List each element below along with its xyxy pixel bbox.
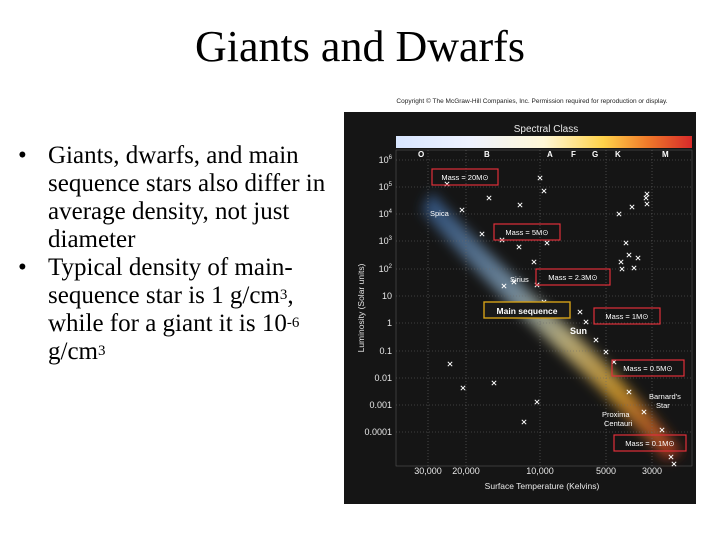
mass-box-1: [593, 307, 661, 325]
star-marker: [668, 454, 674, 460]
y-tick-label: 0.0001: [364, 427, 392, 437]
star-label-proxima-2: Centauri: [604, 419, 633, 428]
main-sequence-label: Main sequence: [497, 306, 558, 316]
spectral-label-g: G: [592, 150, 598, 159]
mass-box-label-0-1: Mass = 0.1M⊙: [625, 439, 674, 448]
star-marker: [486, 195, 492, 201]
star-marker: [626, 389, 632, 395]
mass-box-5: [493, 223, 561, 241]
star-label-proxima-1: Proxima: [602, 410, 630, 419]
hr-diagram: Spectral Class O B A F G K M Luminosity …: [344, 112, 696, 504]
spectral-class-title: Spectral Class: [514, 124, 578, 135]
mass-box-label-1: Mass = 1M⊙: [605, 312, 648, 321]
x-tick-label: 30,000: [414, 466, 442, 476]
bullet-marker: •: [18, 142, 27, 169]
bullet-text: Giants, dwarfs, and main sequence stars …: [48, 142, 326, 253]
x-tick-label: 5000: [596, 466, 616, 476]
star-marker: [511, 279, 517, 285]
star-marker: [671, 461, 677, 467]
star-marker: [619, 266, 625, 272]
mass-box-label-0-5: Mass = 0.5M⊙: [623, 364, 672, 373]
star-marker: [643, 195, 649, 201]
star-marker: [644, 191, 650, 197]
main-sequence-band: [422, 192, 682, 460]
y-tick-label: 102: [379, 264, 393, 274]
star-label-barnard-1: Barnard's: [649, 392, 681, 401]
star-marker: [635, 255, 641, 261]
star-marker: [603, 349, 609, 355]
mass-box-0-5: [611, 359, 685, 377]
x-tick-label: 20,000: [452, 466, 480, 476]
y-tick-label: 106: [379, 155, 393, 165]
star-marker: [537, 175, 543, 181]
spectral-gradient-bar: [396, 136, 692, 148]
mass-box-0-1: [613, 434, 687, 452]
star-marker: [577, 309, 583, 315]
star-marker: [626, 252, 632, 258]
star-marker: [459, 207, 465, 213]
star-marker: [616, 211, 622, 217]
star-marker: [623, 240, 629, 246]
star-marker: [534, 399, 540, 405]
bullet-item: • Giants, dwarfs, and main sequence star…: [18, 142, 338, 254]
bullet-marker: •: [18, 254, 27, 281]
star-marker: [521, 419, 527, 425]
main-sequence-box: [483, 301, 571, 319]
mass-box-label-20: Mass = 20M⊙: [441, 173, 488, 182]
star-marker: [516, 244, 522, 250]
star-marker: [644, 201, 650, 207]
star-marker: [479, 231, 485, 237]
star-marker: [641, 409, 647, 415]
y-tick-label: 105: [379, 182, 393, 192]
mass-box-label-5: Mass = 5M⊙: [505, 228, 548, 237]
spectral-label-m: M: [662, 150, 669, 159]
y-tick-label: 0.01: [374, 373, 392, 383]
bullet-text: Typical density of main-sequence star is…: [48, 254, 300, 365]
spectral-label-o: O: [418, 150, 424, 159]
plot-area: [395, 149, 693, 467]
star-marker: [659, 427, 665, 433]
star-marker: [593, 337, 599, 343]
star-marker: [583, 319, 589, 325]
star-marker: [531, 259, 537, 265]
star-label-barnard-2: Star: [656, 401, 670, 410]
y-tick-label: 1: [387, 318, 392, 328]
copyright-notice: Copyright © The McGraw-Hill Companies, I…: [396, 98, 668, 105]
star-marker: [460, 385, 466, 391]
star-label-spica: Spica: [430, 209, 450, 218]
y-tick-label: 0.1: [379, 346, 392, 356]
y-tick-label: 0.001: [369, 400, 392, 410]
spectral-label-b: B: [484, 150, 490, 159]
star-marker: [501, 283, 507, 289]
spectral-label-a: A: [547, 150, 553, 159]
y-tick-label: 104: [379, 209, 393, 219]
spectral-label-f: F: [571, 150, 576, 159]
y-tick-label: 10: [382, 291, 392, 301]
y-tick-label: 103: [379, 236, 393, 246]
mass-box-label-2-3: Mass = 2.3M⊙: [548, 273, 597, 282]
star-marker: [544, 240, 550, 246]
star-marker: [517, 202, 523, 208]
star-marker: [541, 188, 547, 194]
star-marker: [631, 265, 637, 271]
mass-box-2-3: [535, 268, 611, 286]
star-label-sun: Sun: [570, 326, 587, 336]
slide-title: Giants and Dwarfs: [195, 22, 525, 71]
x-tick-label: 3000: [642, 466, 662, 476]
star-marker: [629, 204, 635, 210]
star-label-sirius: Sirius: [510, 275, 529, 284]
x-axis-label: Surface Temperature (Kelvins): [485, 481, 600, 491]
spectral-label-k: K: [615, 150, 621, 159]
mass-box-20: [431, 168, 499, 186]
star-marker: [618, 259, 624, 265]
star-marker: [491, 380, 497, 386]
x-tick-label: 10,000: [526, 466, 554, 476]
y-axis-label: Luminosity (Solar units): [356, 263, 366, 352]
bullet-list: • Giants, dwarfs, and main sequence star…: [18, 142, 338, 366]
star-marker: [447, 361, 453, 367]
bullet-item: • Typical density of main-sequence star …: [18, 254, 338, 366]
